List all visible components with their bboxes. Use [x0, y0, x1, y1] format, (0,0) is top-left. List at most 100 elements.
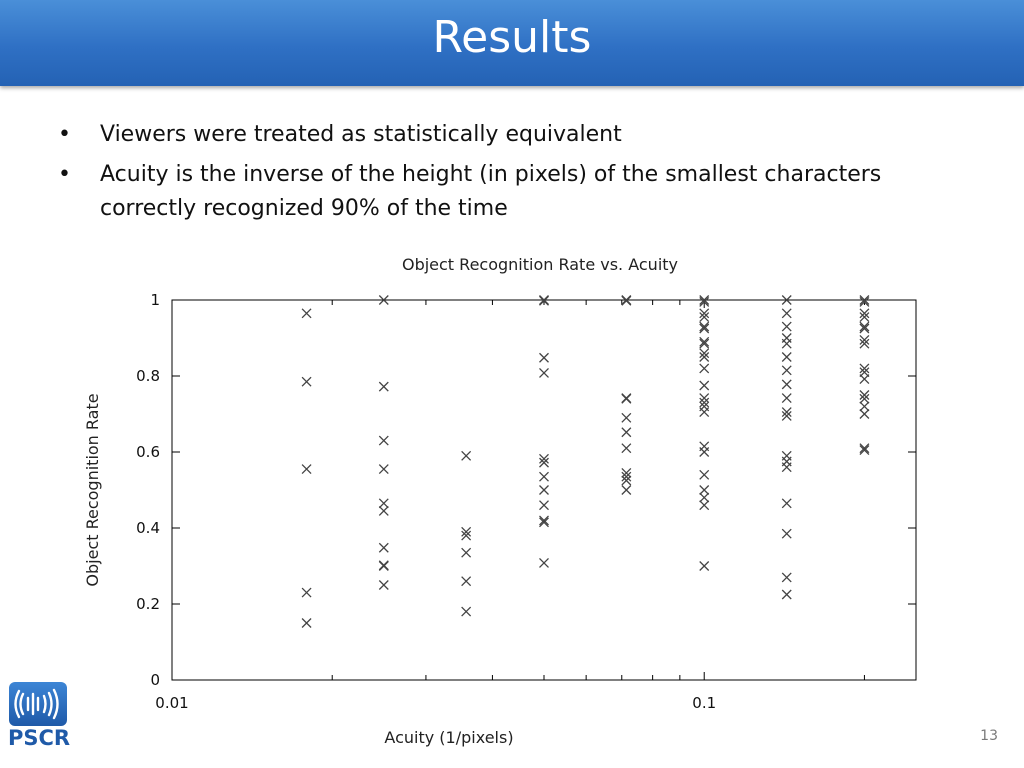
y-tick-label: 1	[150, 291, 160, 309]
data-point	[301, 587, 312, 598]
x-axis-label: Acuity (1/pixels)	[384, 728, 513, 747]
data-point	[781, 498, 792, 509]
data-point	[539, 515, 549, 526]
data-point	[859, 401, 870, 412]
data-point	[859, 338, 870, 349]
data-point	[699, 338, 710, 349]
data-point	[699, 308, 710, 319]
data-point	[859, 295, 870, 305]
data-point	[621, 295, 632, 306]
title-bar: Results	[0, 0, 1024, 86]
data-point	[378, 561, 389, 571]
data-point	[378, 542, 389, 553]
data-point	[859, 443, 870, 454]
data-point	[301, 308, 312, 319]
bullet-item: • Acuity is the inverse of the height (i…	[58, 158, 978, 226]
data-point	[781, 295, 792, 305]
data-point	[461, 526, 472, 537]
data-point	[781, 393, 792, 403]
bullet-list: • Viewers were treated as statistically …	[58, 118, 978, 232]
data-point	[621, 467, 632, 478]
logo-text: PSCR	[8, 726, 71, 750]
data-point	[781, 410, 792, 421]
page-number: 13	[980, 728, 998, 744]
scatter-chart: 0 0.2 0.4 0.6 0.8 1 0.01 0.1 Object Recognition …	[83, 255, 917, 747]
data-point	[699, 492, 710, 503]
logo-wave-icon	[9, 682, 67, 726]
data-point	[699, 321, 710, 332]
bullet-text: Acuity is the inverse of the height (in …	[100, 162, 882, 221]
data-point	[859, 321, 870, 332]
data-point	[378, 498, 389, 509]
data-point	[781, 407, 792, 418]
bullet-item: • Viewers were treated as statistically …	[58, 118, 978, 152]
data-point	[461, 530, 472, 541]
data-point	[621, 485, 632, 495]
bullet-icon: •	[58, 122, 71, 147]
data-point	[461, 606, 472, 617]
data-point	[378, 435, 389, 446]
data-point	[378, 505, 389, 516]
data-point	[699, 336, 710, 347]
data-point	[539, 457, 549, 468]
data-point	[781, 321, 792, 332]
data-point	[859, 296, 870, 307]
data-point	[301, 618, 312, 628]
data-point	[461, 450, 472, 461]
data-point	[461, 547, 472, 558]
data-point	[301, 376, 312, 387]
data-point	[621, 427, 632, 438]
data-point	[539, 558, 549, 568]
data-point	[781, 572, 792, 583]
y-tick-label: 0.4	[136, 519, 160, 537]
data-point	[539, 352, 549, 363]
data-point	[461, 576, 472, 587]
y-tick-label: 0.6	[136, 443, 160, 461]
data-point	[859, 323, 870, 334]
data-point	[539, 368, 549, 378]
data-point	[699, 447, 710, 457]
data-point	[859, 409, 870, 419]
data-point	[781, 462, 792, 473]
data-point	[859, 334, 870, 345]
data-point	[699, 363, 710, 374]
bullet-icon: •	[58, 162, 71, 187]
data-point	[699, 393, 710, 403]
data-point	[781, 352, 792, 362]
data-point	[781, 379, 792, 390]
slide-title: Results	[432, 12, 592, 63]
data-point	[781, 365, 792, 376]
data-point	[539, 500, 549, 511]
x-tick-label: 0.01	[155, 694, 188, 712]
x-tick-label: 0.1	[692, 694, 716, 712]
data-point	[621, 471, 632, 482]
data-point	[378, 464, 389, 475]
data-point	[699, 500, 710, 511]
data-point	[699, 348, 710, 359]
data-point	[699, 485, 710, 495]
data-point	[539, 471, 549, 482]
y-tick-label: 0	[150, 671, 160, 689]
data-point	[699, 561, 710, 571]
data-point	[699, 407, 710, 418]
data-point	[699, 397, 710, 408]
chart-title: Object Recognition Rate vs. Acuity	[402, 255, 678, 274]
data-point	[621, 475, 632, 486]
data-point	[859, 374, 870, 384]
y-tick-label: 0.8	[136, 367, 160, 385]
data-point	[859, 393, 870, 404]
data-point	[539, 453, 549, 464]
data-point	[539, 485, 549, 495]
data-point	[699, 469, 710, 480]
data-point	[699, 295, 710, 305]
data-point	[859, 308, 870, 319]
data-point	[781, 308, 792, 319]
data-point	[781, 528, 792, 539]
data-point	[378, 295, 389, 305]
data-point	[621, 412, 632, 423]
data-point	[301, 464, 312, 475]
y-tick-label: 0.2	[136, 595, 160, 613]
data-point	[378, 381, 389, 392]
y-axis-label: Object Recognition Rate	[83, 393, 102, 586]
bullet-text: Viewers were treated as statistically eq…	[100, 122, 622, 147]
